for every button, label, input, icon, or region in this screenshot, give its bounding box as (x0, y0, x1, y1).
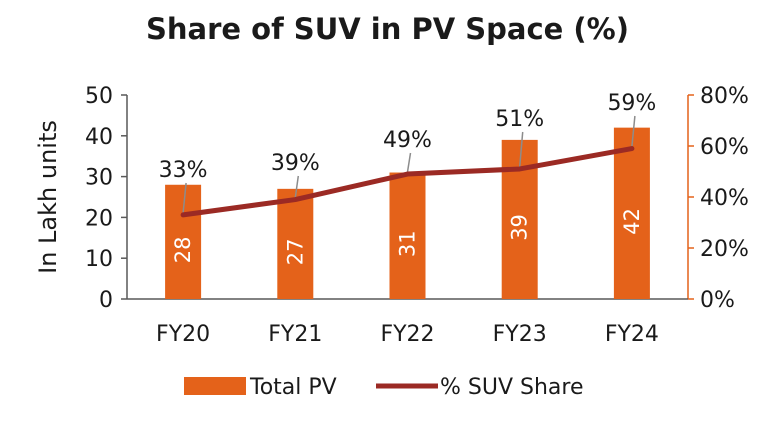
x-tick-label: FY21 (268, 322, 322, 347)
y-axis-title: In Lakh units (34, 120, 62, 274)
line-point (517, 166, 522, 171)
y-tick-label: 10 (85, 247, 113, 272)
line-value-label: 39% (271, 151, 320, 176)
y2-tick-label: 60% (700, 135, 749, 160)
data-label-leader (294, 175, 300, 198)
y-tick-label: 30 (85, 166, 113, 191)
y2-tick-label: 80% (700, 84, 749, 109)
line-value-label: 33% (159, 158, 208, 183)
chart-title: Share of SUV in PV Space (%) (146, 12, 629, 46)
line-value-label: 51% (495, 107, 544, 132)
bar-value-label: 31 (396, 230, 420, 257)
y2-tick-label: 40% (700, 186, 749, 211)
legend-swatch-total-pv (184, 377, 246, 395)
x-tick-label: FY20 (156, 322, 210, 347)
line-point (181, 212, 186, 217)
legend-label-total-pv: Total PV (249, 375, 337, 400)
data-label-leader (182, 182, 187, 213)
y2-tick-label: 0% (700, 288, 735, 313)
bar-total-pv (613, 127, 650, 299)
y-tick-label: 50 (85, 84, 113, 109)
bar-total-pv (389, 172, 426, 299)
legend-label-suv-share: % SUV Share (440, 375, 584, 400)
bar-value-label: 42 (620, 208, 644, 235)
data-label-leader (518, 131, 524, 168)
line-point (629, 146, 634, 151)
y-tick-label: 20 (85, 206, 113, 231)
y2-tick-label: 20% (700, 237, 749, 262)
x-tick-label: FY24 (605, 322, 659, 347)
data-label-leader (406, 152, 412, 173)
bar-value-label: 39 (508, 214, 532, 241)
bar-value-label: 28 (171, 237, 195, 264)
bar-value-label: 27 (283, 239, 307, 266)
y-tick-label: 40 (85, 125, 113, 150)
x-tick-label: FY23 (493, 322, 547, 347)
bar-total-pv (277, 188, 314, 299)
data-label-leader (631, 115, 636, 147)
x-tick-label: FY22 (380, 322, 434, 347)
bar-total-pv (165, 184, 202, 299)
line-point (405, 172, 410, 177)
line-value-label: 49% (383, 128, 432, 153)
line-point (293, 197, 298, 202)
y-tick-label: 0 (99, 288, 113, 313)
line-value-label: 59% (607, 91, 656, 116)
